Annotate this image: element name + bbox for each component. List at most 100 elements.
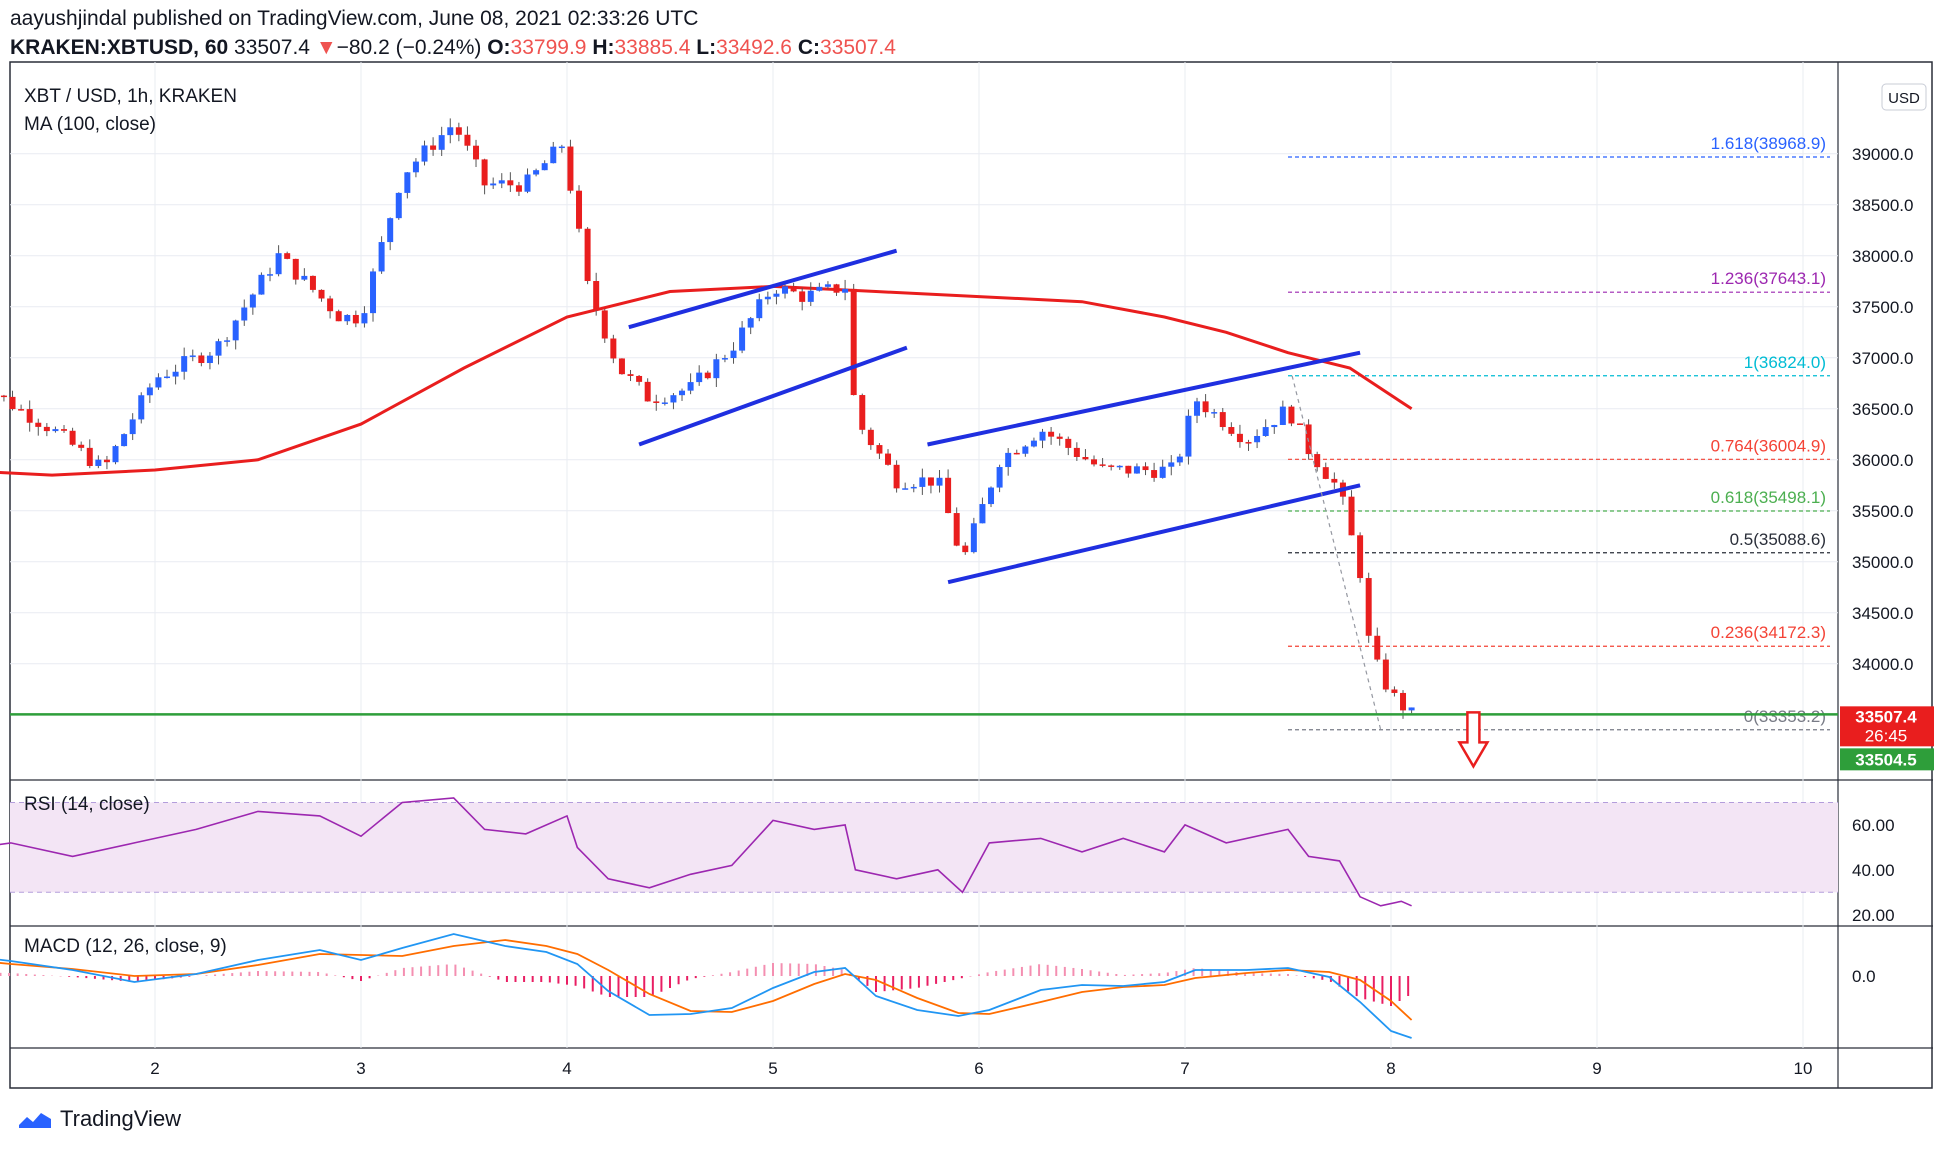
fib-level-label: 0.5(35088.6) (1730, 530, 1826, 549)
candle-body (893, 464, 900, 489)
ma100-line (0, 284, 1413, 477)
candle-body (18, 409, 25, 411)
candle-body (318, 289, 325, 299)
candle-body (129, 419, 136, 435)
channel-trendline (628, 248, 898, 330)
candle-body (618, 358, 625, 375)
tradingview-logo-icon (19, 1113, 51, 1128)
candle-body (198, 355, 205, 364)
candle-body (541, 163, 548, 171)
candle-body (112, 446, 119, 463)
currency-badge-text: USD (1888, 90, 1920, 107)
candle-body (361, 313, 368, 324)
candle-body (1202, 401, 1209, 413)
candle-body (447, 127, 454, 136)
candle-body (687, 382, 694, 391)
candle-body (1048, 431, 1055, 437)
down-arrow-icon: ▼ (315, 36, 337, 59)
candle-body (61, 429, 68, 431)
candle-body (953, 513, 960, 546)
channel-trendline (947, 483, 1361, 585)
candle-body (713, 359, 720, 379)
candle-body (69, 430, 76, 445)
high-label: H: (592, 36, 615, 59)
candle-body (301, 275, 308, 280)
x-tick-label: 8 (1386, 1059, 1395, 1078)
candle-body (35, 422, 42, 427)
candle-body (696, 372, 703, 383)
fib-level-label: 0.764(36004.9) (1711, 436, 1826, 455)
candle-body (78, 444, 85, 448)
candle-body (1176, 456, 1183, 463)
candle-body (988, 487, 995, 505)
published-text: published on TradingView.com, June 08, 2… (132, 7, 699, 30)
candle-body (610, 338, 617, 359)
candle-body (309, 275, 316, 290)
channel-trendline (638, 345, 908, 447)
candle-body (721, 358, 728, 360)
candle-body (842, 288, 849, 293)
y-tick-label: 35500.0 (1852, 502, 1913, 521)
candle-body (1322, 467, 1329, 479)
publish-info: aayushjindal published on TradingView.co… (10, 7, 698, 31)
author-name[interactable]: aayushjindal (10, 7, 127, 30)
candle-body (1228, 427, 1235, 434)
candle-body (146, 387, 153, 396)
candle-body (206, 355, 213, 364)
candle-body (275, 253, 282, 275)
x-tick-label: 4 (562, 1059, 571, 1078)
candle-body (1116, 465, 1123, 468)
candle-body (292, 258, 299, 280)
candle-body (833, 284, 840, 293)
candle-body (584, 228, 591, 282)
macd-signal-line (0, 939, 1413, 1021)
candle-body (739, 327, 746, 351)
candle-body (1374, 635, 1381, 660)
candle-body (936, 477, 943, 486)
last-price-tag-text: 33507.4 (1855, 707, 1917, 726)
candle-body (430, 145, 437, 150)
x-tick-label: 7 (1180, 1059, 1189, 1078)
fib-level-label: 0(33353.2) (1744, 707, 1826, 726)
fib-level-label: 0.236(34172.3) (1711, 623, 1826, 642)
symbol-label: KRAKEN:XBTUSD, 60 (10, 36, 229, 59)
candle-body (1125, 465, 1132, 474)
y-tick-label: 37500.0 (1852, 298, 1913, 317)
candle-body (927, 477, 934, 486)
low-label: L: (696, 36, 717, 59)
ohlc-line: KRAKEN:XBTUSD, 60 33507.4 ▼−80.2 (−0.24%… (10, 36, 896, 60)
candle-body (515, 185, 522, 192)
candle-body (747, 318, 754, 328)
candle-body (507, 180, 514, 186)
candle-body (1254, 435, 1261, 443)
candle-body (138, 395, 145, 420)
candle-body (1142, 466, 1149, 471)
candle-body (1151, 470, 1158, 478)
candle-body (121, 434, 128, 447)
macd-tick-label: 0.0 (1852, 967, 1876, 986)
candle-body (867, 429, 874, 446)
candle-body (764, 296, 771, 300)
footer: TradingView (18, 1106, 181, 1132)
tradingview-brand[interactable]: TradingView (60, 1106, 182, 1131)
candle-body (661, 402, 668, 404)
macd-line (0, 933, 1412, 1039)
candle-body (344, 314, 351, 322)
candle-body (567, 146, 574, 191)
candle-body (455, 127, 462, 135)
candle-body (593, 281, 600, 311)
candle-body (558, 146, 565, 149)
candle-body (1159, 466, 1166, 478)
candle-body (576, 190, 583, 229)
candle-body (395, 192, 402, 219)
candle-body (1391, 689, 1398, 693)
candle-body (267, 274, 274, 276)
candle-body (215, 341, 222, 356)
candle-body (1297, 423, 1304, 425)
candle-body (498, 180, 505, 184)
candle-body (224, 340, 231, 342)
candle-body (627, 374, 634, 376)
candle-body (876, 445, 883, 454)
candle-body (1245, 442, 1252, 444)
